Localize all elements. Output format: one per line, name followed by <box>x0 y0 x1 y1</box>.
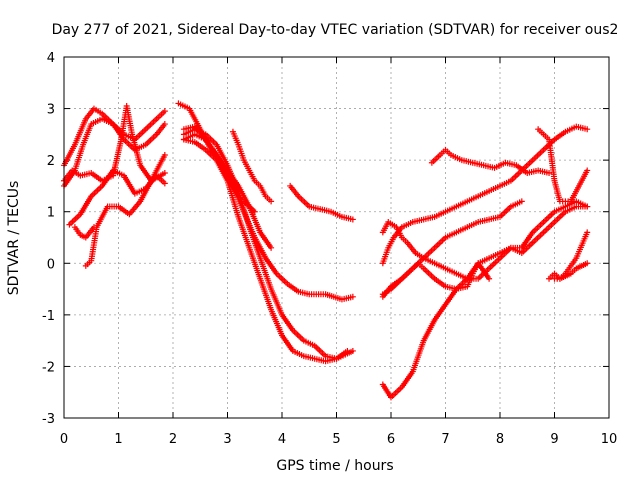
chart-title: Day 277 of 2021, Sidereal Day-to-day VTE… <box>52 22 619 38</box>
x-tick-label: 6 <box>387 432 395 447</box>
series-13 <box>287 182 356 223</box>
plus-markers <box>379 198 525 298</box>
plus-markers <box>428 146 553 177</box>
y-tick-label: 1 <box>47 206 55 221</box>
y-tick-label: -2 <box>42 360 55 375</box>
x-tick-label: 8 <box>496 432 504 447</box>
x-tick-label: 3 <box>223 432 231 447</box>
x-tick-label: 9 <box>550 432 558 447</box>
x-tick-label: 7 <box>441 432 449 447</box>
series-19 <box>428 146 553 177</box>
plus-markers <box>229 128 275 205</box>
x-tick-label: 10 <box>601 432 618 447</box>
series-6 <box>71 224 97 241</box>
series-18 <box>379 198 591 401</box>
plus-markers <box>82 151 168 269</box>
plus-markers <box>551 229 591 282</box>
x-axis-label: GPS time / hours <box>276 458 393 474</box>
data-marks <box>61 100 591 401</box>
y-tick-label: 0 <box>47 257 55 272</box>
y-tick-label: -1 <box>42 309 55 324</box>
plus-markers <box>180 123 258 215</box>
plot-frame <box>63 56 610 419</box>
series-9 <box>180 126 356 362</box>
series-10 <box>180 136 351 365</box>
x-tick-label: 2 <box>169 432 177 447</box>
x-tick-label: 1 <box>114 432 122 447</box>
x-tick-label: 0 <box>60 432 68 447</box>
plus-markers <box>180 126 356 362</box>
series-5 <box>82 151 168 269</box>
series-16 <box>379 198 525 298</box>
series-22 <box>551 229 591 282</box>
plus-markers <box>535 126 591 205</box>
plus-markers <box>379 198 591 401</box>
series-20 <box>535 126 591 205</box>
plus-markers <box>71 224 97 241</box>
y-tick-label: 4 <box>47 51 55 66</box>
series-12 <box>229 128 275 205</box>
y-tick-label: 3 <box>47 103 55 118</box>
x-tick-label: 4 <box>278 432 286 447</box>
y-tick-label: 2 <box>47 154 55 169</box>
y-axis-label: SDTVAR / TECUs <box>6 181 22 296</box>
y-tick-label: -3 <box>42 412 55 427</box>
series-11 <box>180 123 258 215</box>
x-tick-label: 5 <box>332 432 340 447</box>
plus-markers <box>287 182 356 223</box>
plus-markers <box>180 136 351 365</box>
